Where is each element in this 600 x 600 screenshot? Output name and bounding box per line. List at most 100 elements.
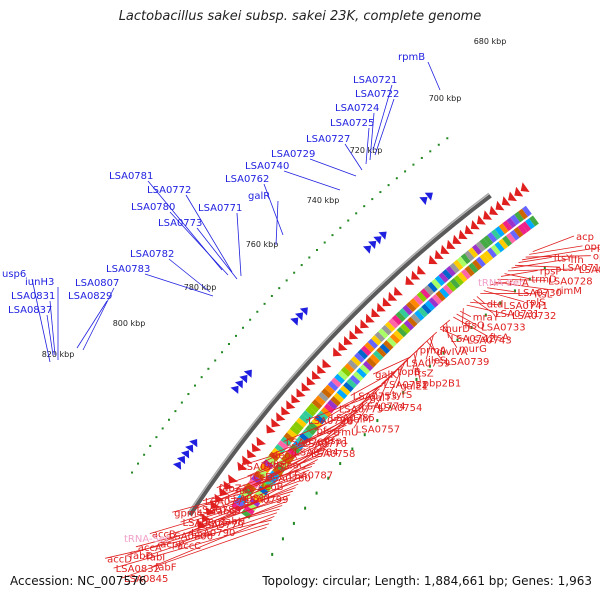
kbp-ticks: 680 kbp700 kbp720 kbp740 kbp760 kbp780 k… [42,37,507,359]
cog-segment [348,367,351,371]
cog-segment [475,248,479,251]
gene-label-forward: LSA0780 [131,202,175,213]
cog-segment [388,325,391,328]
cog-segment [450,285,454,288]
cog-segment [471,251,475,254]
kbp-tick-label: 760 kbp [246,240,279,249]
cog-segment [498,230,502,233]
reverse-gene-arrow [417,265,426,274]
gene-label-forward: rpmB [398,52,425,63]
gc-dot [404,170,406,172]
cog-segment [395,318,399,321]
cog-segment [505,240,509,243]
gene-label-forward: usp6 [2,269,26,280]
label-leader-line [197,228,237,279]
cog-segment [340,392,343,396]
cog-segment [483,242,487,245]
cog-segment [483,257,487,260]
cog-segment [442,291,446,294]
cog-segment [521,213,525,216]
gc-dash [304,507,306,510]
gene-label-forward: LSA0727 [306,134,350,145]
cog-segment [431,286,435,289]
gene-label-reverse: LSA0732 [512,311,556,322]
cog-segment [434,282,438,285]
gc-dot [339,227,341,229]
forward-gene-arrow [290,318,298,326]
cog-segment [291,432,294,436]
cog-segment [424,292,428,295]
gc-dot [143,454,145,456]
gene-label-forward: LSA0781 [109,171,153,182]
gc-dot [264,303,266,305]
gene-label-reverse: LSA0739 [445,357,489,368]
label-leader-line [460,311,471,317]
cog-segment [435,298,439,301]
cog-segment [414,317,418,320]
cog-segment [509,237,513,240]
cog-segment [337,396,340,400]
genome-summary-line: Topology: circular; Length: 1,884,661 bp… [262,574,592,588]
cog-segment [297,425,300,429]
kbp-tick-label: 700 kbp [429,94,462,103]
kbp-tick-label: 800 kbp [113,319,146,328]
gc-dot [149,445,151,447]
gc-dot [324,242,326,244]
cog-segment [498,246,502,249]
gene-label-reverse: LSA0712 [579,265,600,276]
cog-segment [361,353,364,356]
cog-segment [341,374,344,378]
cog-segment [438,279,442,282]
cog-segment [528,222,532,225]
cog-segment [353,378,356,382]
gc-dot [187,393,189,395]
cog-segment [331,384,334,388]
cog-segment [420,295,424,298]
gc-dot [174,410,176,412]
cog-segment [461,276,465,279]
gc-dot [355,212,357,214]
gc-dot [256,311,258,313]
gc-dot [429,150,431,152]
gc-dot [347,220,349,222]
gc-dot [278,287,280,289]
accession-line: Accession: NC_007576 [10,574,146,588]
cog-segment [366,364,369,367]
cog-segment [303,417,306,421]
cog-segment [406,308,410,311]
cog-segment [300,421,303,425]
gc-dot [242,327,244,329]
cog-segment [338,377,341,381]
gene-label-reverse: galE1 [400,382,428,393]
gc-dot [162,427,164,429]
cog-segment [457,279,461,282]
label-leader-line [237,213,241,276]
forward-gene-arrow [231,386,239,394]
gc-dot [271,295,273,297]
gene-label-forward: LSA0722 [355,89,399,100]
kbp-tick-label: 680 kbp [474,37,507,46]
cog-segment [506,224,510,227]
cog-segment [501,243,505,246]
cog-segment [312,406,315,410]
cog-segment [370,361,373,365]
cog-segment [400,330,403,333]
gene-label-reverse: LSA0743 [467,336,511,347]
cog-segment [456,264,460,267]
gene-label-reverse: pbp2B1 [423,378,462,389]
gene-label-reverse: trmU [333,428,358,439]
cog-segment [404,327,408,330]
genome-map-svg: 680 kbp700 kbp720 kbp740 kbp760 kbp780 k… [0,0,600,600]
cog-segment [417,299,421,302]
gene-label-forward: LSA0807 [75,278,119,289]
cog-segment [513,218,517,221]
cog-segment [393,337,396,340]
gc-dot [249,319,251,321]
trna-label: tRNA-Ser [124,534,170,545]
gc-dot [446,137,448,139]
cog-segment [479,260,483,263]
cog-segment [494,249,498,252]
cog-segment [350,382,353,386]
gc-dot [181,402,183,404]
cog-segment [411,320,414,323]
